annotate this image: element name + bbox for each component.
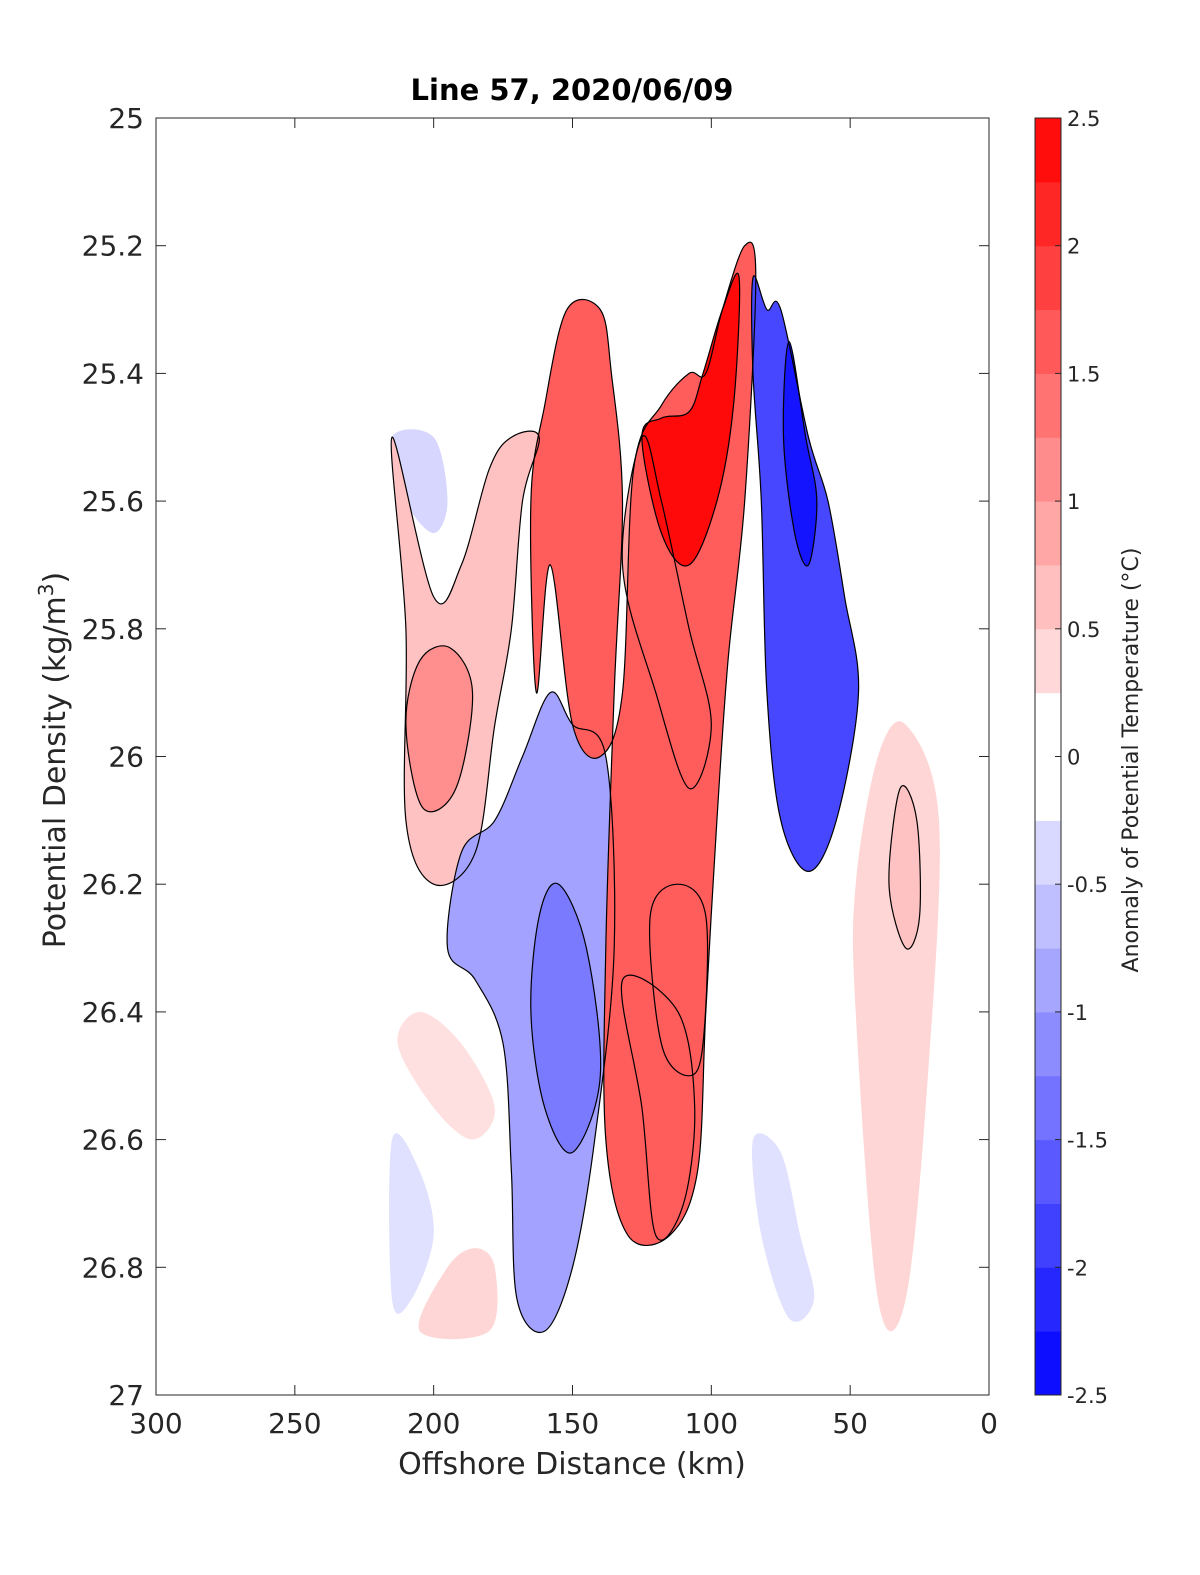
y-tick-label: 26.6: [82, 1124, 144, 1157]
colorbar-tick-label: 2: [1067, 235, 1080, 259]
contour-blue-central-core: [530, 882, 602, 1154]
contour-red-east-core: [888, 785, 921, 950]
region-blue-west-top: [390, 429, 448, 533]
colorbar-segment: [1035, 437, 1061, 502]
colorbar-segment: [1035, 564, 1061, 630]
contour-blue-coastal-core: [751, 275, 860, 873]
colorbar-segment: [1035, 1267, 1061, 1332]
contour-red-west-band: [390, 430, 540, 887]
contour-red-mid-core: [621, 435, 712, 790]
x-axis-ticks: 300 250 200 150 100 50 0: [129, 118, 998, 1440]
colorbar-segment: [1035, 1331, 1061, 1396]
colorbar-segment: [1035, 1203, 1061, 1268]
x-tick-label: 250: [268, 1407, 321, 1440]
colorbar-segment: [1035, 1139, 1061, 1204]
colorbar-tick-label: -2.5: [1067, 1384, 1108, 1408]
y-tick-label: 26: [108, 741, 144, 774]
colorbar-segment: [1035, 756, 1061, 821]
colorbar-tick-label: -1.5: [1067, 1129, 1108, 1153]
y-tick-label: 25.8: [82, 613, 144, 646]
chart-title: Line 57, 2020/06/09: [411, 73, 734, 107]
colorbar-tick-label: -0.5: [1067, 873, 1108, 897]
colorbar-segment: [1035, 820, 1061, 885]
contour-red-core-offshore: [529, 241, 757, 1246]
colorbar-segment: [1035, 692, 1061, 757]
contour-red-west-core: [405, 645, 474, 813]
colorbar-segment: [1035, 948, 1061, 1013]
y-axis-label-main: Potential Density (kg/m: [38, 596, 73, 948]
region-blue-west-bottom: [389, 1133, 434, 1314]
region-blue-east-bottom: [752, 1133, 815, 1322]
colorbar-tick-label: 1: [1067, 490, 1080, 514]
region-blue-coastal-core: [751, 275, 859, 872]
colorbar-tick-label: 2.5: [1067, 107, 1100, 131]
colorbar-segment: [1035, 1011, 1061, 1077]
colorbar-tick-label: -2: [1067, 1256, 1088, 1280]
contour-blue-central-band: [446, 691, 616, 1333]
x-tick-label: 150: [546, 1407, 599, 1440]
colorbar-segment: [1035, 884, 1061, 949]
y-tick-label: 25.4: [82, 357, 144, 390]
contour-red-intense-core: [641, 272, 741, 567]
contour-red-lower-core: [649, 883, 709, 1077]
x-axis-label: Offshore Distance (km): [398, 1447, 746, 1482]
y-tick-label: 26.2: [82, 868, 144, 901]
y-axis-label-close: ): [38, 572, 73, 584]
x-tick-label: 100: [685, 1407, 738, 1440]
y-tick-label: 25.6: [82, 485, 144, 518]
y-axis-label-sup: 3: [34, 583, 58, 596]
contour-layer: [390, 241, 921, 1333]
region-red-bottom-west: [418, 1248, 498, 1340]
data-layer: [389, 242, 940, 1340]
region-red-west-core: [405, 645, 473, 812]
y-tick-label: 25.2: [82, 230, 144, 263]
region-red-lower-west: [397, 1011, 495, 1140]
y-tick-label: 26.4: [82, 996, 144, 1029]
y-tick-label: 26.8: [82, 1251, 144, 1284]
contour-red-deep-lobe: [620, 974, 696, 1241]
x-tick-label: 50: [832, 1407, 868, 1440]
colorbar-segment: [1035, 628, 1061, 694]
contour-blue-coastal-deep: [782, 340, 818, 567]
y-axis-ticks: 25 25.2 25.4 25.6 25.8 26 26.2 26.4 26.6 26.8 27: [82, 102, 989, 1412]
colorbar-label: Anomaly of Potential Temperature (°C): [1119, 548, 1144, 973]
region-blue-central-core: [530, 883, 601, 1154]
colorbar-segment: [1035, 1075, 1061, 1141]
x-tick-label: 0: [980, 1407, 998, 1440]
colorbar-ticks: 2.5 2 1.5 1 0.5 0 -0.5 -1 -1.5 -2 -2.5: [1055, 107, 1108, 1408]
x-tick-label: 300: [129, 1407, 182, 1440]
colorbar-tick-label: 1.5: [1067, 362, 1100, 386]
y-tick-label: 27: [108, 1379, 144, 1412]
colorbar-segment: [1035, 181, 1061, 247]
y-axis-label: Potential Density (kg/m3): [34, 572, 73, 948]
colorbar-tick-label: 0: [1067, 746, 1080, 770]
colorbar-tick-label: -1: [1067, 1001, 1088, 1025]
colorbar-segment: [1035, 118, 1061, 183]
colorbar-segment: [1035, 309, 1061, 374]
region-red-east-core: [888, 785, 921, 950]
x-tick-label: 200: [407, 1407, 460, 1440]
colorbar-segment: [1035, 373, 1061, 438]
region-red-intense-core: [641, 273, 740, 566]
colorbar-tick-label: 0.5: [1067, 618, 1100, 642]
colorbar-segment: [1035, 245, 1061, 311]
region-blue-coastal-deep: [783, 341, 817, 566]
colorbar-segment: [1035, 501, 1061, 566]
colorbar: [1035, 118, 1061, 1396]
y-tick-label: 25: [108, 102, 144, 135]
